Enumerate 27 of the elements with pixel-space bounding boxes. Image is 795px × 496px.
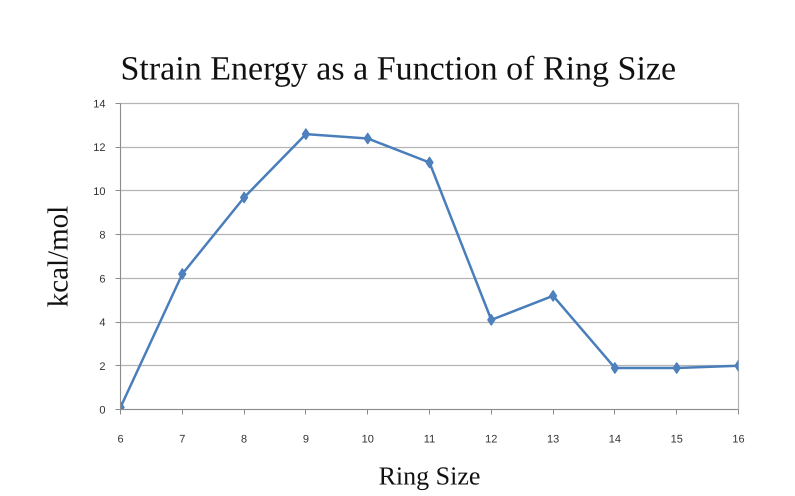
y-tick-label: 2 bbox=[99, 360, 106, 373]
x-tick-label: 8 bbox=[241, 434, 248, 446]
y-tick-label: 4 bbox=[99, 317, 106, 330]
point bbox=[240, 191, 248, 204]
x-tick-label: 12 bbox=[485, 434, 498, 446]
point bbox=[302, 128, 310, 140]
y-tick-label: 14 bbox=[93, 98, 106, 110]
y-tick-label: 12 bbox=[93, 142, 106, 154]
x-tick-label: 16 bbox=[732, 434, 745, 446]
x-tick-label: 14 bbox=[608, 434, 622, 446]
x-tick-label: 7 bbox=[179, 434, 186, 446]
x-tick-label: 11 bbox=[424, 434, 436, 446]
x-tick-label: 6 bbox=[117, 434, 124, 446]
x-tick-label: 15 bbox=[670, 434, 683, 446]
x-tick-label: 13 bbox=[546, 434, 560, 446]
y-tick-label: 6 bbox=[99, 273, 106, 286]
point bbox=[610, 362, 620, 374]
y-tick-label: 10 bbox=[93, 186, 106, 198]
x-tick-label: 10 bbox=[362, 434, 374, 446]
y-tick-label: 8 bbox=[99, 230, 106, 242]
y-axis-title: kcal/mol bbox=[42, 206, 74, 308]
point bbox=[548, 290, 558, 302]
y-tick-label: 0 bbox=[99, 404, 106, 416]
chart-title: Strain Energy as a Function of Ring Size bbox=[120, 50, 676, 88]
x-tick-label: 9 bbox=[302, 434, 309, 446]
x-axis-title: Ring Size bbox=[378, 462, 480, 490]
point bbox=[425, 156, 434, 169]
